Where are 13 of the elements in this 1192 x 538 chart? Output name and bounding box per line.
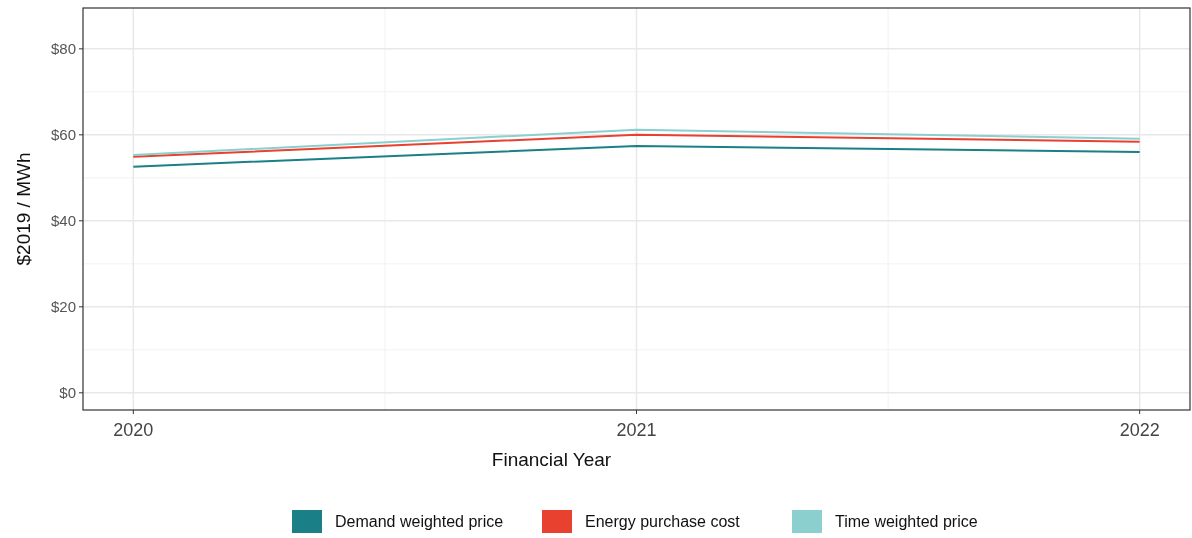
legend-label: Energy purchase cost <box>585 513 741 530</box>
y-axis-title: $2019 / MWh <box>13 152 34 266</box>
legend-label: Demand weighted price <box>335 513 504 530</box>
x-axis-title: Financial Year <box>491 449 612 470</box>
x-tick-label: 2020 <box>113 420 154 440</box>
y-tick-label: $40 <box>50 212 76 230</box>
y-tick-label: $20 <box>50 298 76 316</box>
legend-label: Time weighted price <box>835 513 978 530</box>
x-tick-label: 2021 <box>616 420 657 440</box>
y-tick-label: $60 <box>50 126 76 144</box>
x-tick-label: 2022 <box>1119 420 1160 440</box>
y-tick-label: $0 <box>59 384 76 402</box>
y-tick-label: $80 <box>50 40 76 58</box>
